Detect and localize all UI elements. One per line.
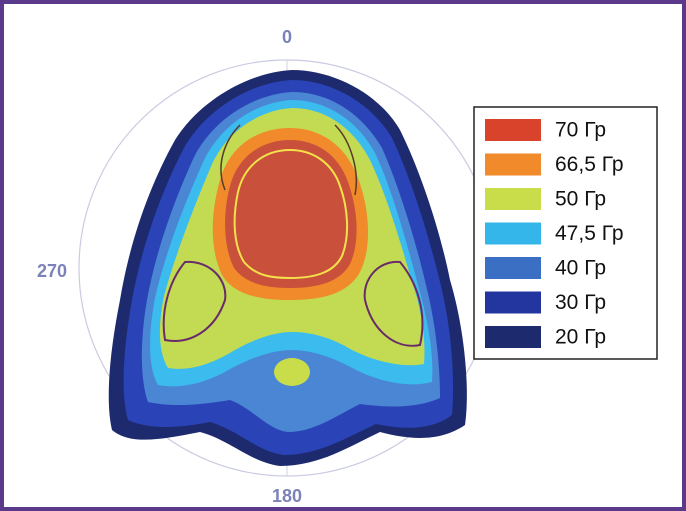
- legend-label: 66,5 Гр: [555, 153, 624, 176]
- legend-label: 47,5 Гр: [555, 222, 624, 245]
- legend-swatch: [485, 292, 541, 314]
- legend-label: 40 Гр: [555, 257, 606, 280]
- dose-map: 0 270 180 70 Гр 66,5 Гр 50 Гр 47,5 Гр 40 Гр 30 …: [0, 0, 686, 511]
- legend-swatch: [485, 223, 541, 245]
- angle-label: 270: [37, 261, 67, 281]
- cord-region: [274, 358, 310, 386]
- legend-label: 30 Гр: [555, 291, 606, 314]
- legend-swatch: [485, 154, 541, 176]
- legend-swatch: [485, 326, 541, 348]
- angle-label: 180: [272, 486, 302, 506]
- legend-label: 70 Гр: [555, 119, 606, 142]
- legend-swatch: [485, 257, 541, 279]
- angle-label: 0: [282, 27, 292, 47]
- dose-70: [225, 140, 357, 288]
- legend-swatch: [485, 188, 541, 210]
- legend-swatch: [485, 119, 541, 141]
- legend-label: 20 Гр: [555, 326, 606, 349]
- figure: 0 270 180 70 Гр 66,5 Гр 50 Гр 47,5 Гр 40 Гр 30 …: [0, 0, 686, 511]
- legend-label: 50 Гр: [555, 188, 606, 211]
